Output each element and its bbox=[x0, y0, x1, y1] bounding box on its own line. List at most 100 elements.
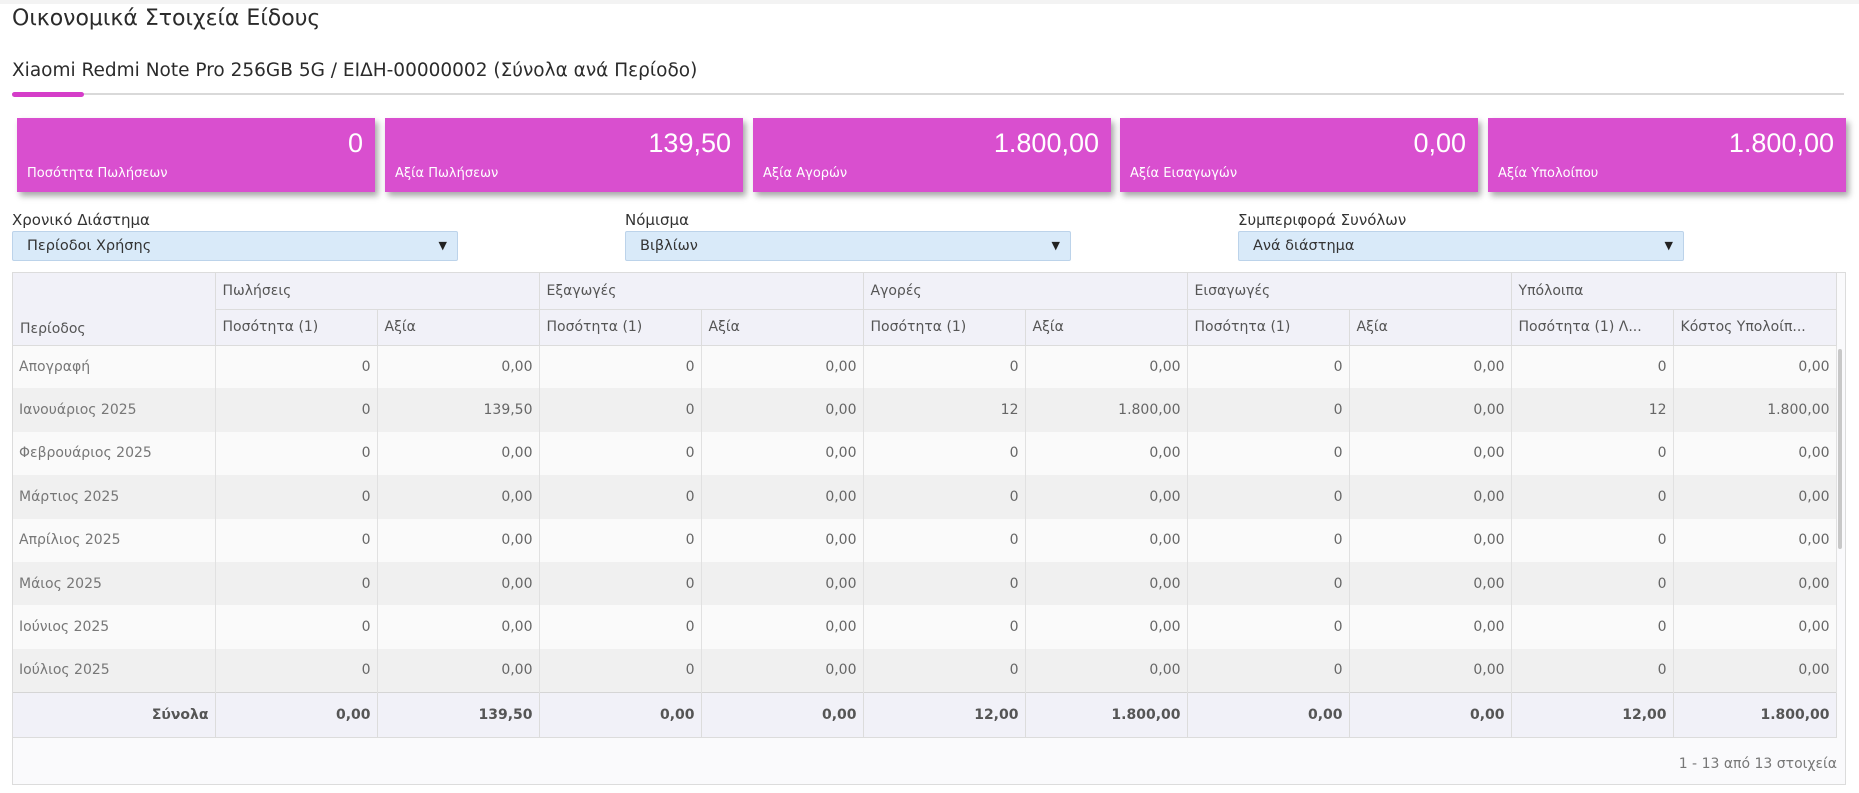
periods-grid: Περίοδος Πωλήσεις Εξαγωγές Αγορές Εισαγω… bbox=[12, 272, 1846, 785]
column-header-sales-quantity[interactable]: Ποσότητα (1) bbox=[215, 309, 378, 346]
value-cell: 0 bbox=[1511, 518, 1674, 562]
value-cell: 0,00 bbox=[1673, 431, 1837, 476]
currency-select[interactable]: Βιβλίων ▼ bbox=[625, 231, 1071, 261]
value-cell: 0 bbox=[863, 648, 1026, 693]
value-cell: 12 bbox=[1511, 388, 1674, 432]
value-cell: 0,00 bbox=[701, 648, 864, 693]
value-cell: 0,00 bbox=[1673, 475, 1837, 519]
card-label: Ποσότητα Πωλήσεων bbox=[27, 166, 168, 181]
card-label: Αξία Υπολοίπου bbox=[1498, 166, 1599, 181]
table-row[interactable]: Φεβρουάριος 2025 0 0,00 0 0,00 0 0,00 0 0,00 0 0,0… bbox=[13, 431, 1837, 476]
column-header-balance-quantity[interactable]: Ποσότητα (1) Λ... bbox=[1511, 309, 1674, 346]
column-header-exports-quantity[interactable]: Ποσότητα (1) bbox=[539, 309, 702, 346]
group-header-balances: Υπόλοιπα bbox=[1511, 273, 1837, 310]
value-cell: 0,00 bbox=[1349, 388, 1512, 432]
column-header-period[interactable]: Περίοδος bbox=[13, 273, 216, 346]
card-imports-value: 0,00 Αξία Εισαγωγών bbox=[1120, 118, 1478, 192]
dropdown-arrow-icon[interactable]: ▼ bbox=[1051, 239, 1060, 252]
value-cell: 0 bbox=[863, 605, 1026, 649]
value-cell: 0,00 bbox=[1349, 605, 1512, 649]
value-cell: 0,00 bbox=[1025, 561, 1188, 606]
value-cell: 0,00 bbox=[1349, 561, 1512, 606]
value-cell: 0 bbox=[215, 605, 378, 649]
value-cell: 0,00 bbox=[1025, 345, 1188, 389]
value-cell: 0 bbox=[1187, 605, 1350, 649]
tab-divider bbox=[12, 93, 1844, 95]
value-cell: 0,00 bbox=[377, 518, 540, 562]
total-cell: 0,00 bbox=[539, 691, 702, 738]
value-cell: 0,00 bbox=[701, 475, 864, 519]
time-range-select[interactable]: Περίοδοι Χρήσης ▼ bbox=[12, 231, 458, 261]
table-row[interactable]: Ιούνιος 2025 0 0,00 0 0,00 0 0,00 0 0,00 0 0,00 bbox=[13, 605, 1837, 649]
value-cell: 0,00 bbox=[1673, 345, 1837, 389]
value-cell: 0 bbox=[215, 561, 378, 606]
dropdown-arrow-icon[interactable]: ▼ bbox=[438, 239, 447, 252]
value-cell: 0 bbox=[1511, 648, 1674, 693]
column-header-purchases-quantity[interactable]: Ποσότητα (1) bbox=[863, 309, 1026, 346]
card-value: 0 bbox=[347, 128, 363, 158]
value-cell: 12 bbox=[863, 388, 1026, 432]
value-cell: 0 bbox=[539, 561, 702, 606]
totals-row: Σύνολα 0,00 139,50 0,00 0,00 12,00 1.800… bbox=[13, 691, 1837, 738]
period-cell: Μάιος 2025 bbox=[13, 561, 216, 606]
total-cell: 1.800,00 bbox=[1025, 691, 1188, 738]
table-row[interactable]: Ιανουάριος 2025 0 139,50 0 0,00 12 1.800,00 0 0,… bbox=[13, 388, 1837, 432]
value-cell: 0,00 bbox=[1025, 648, 1188, 693]
value-cell: 0 bbox=[1187, 518, 1350, 562]
value-cell: 0,00 bbox=[377, 648, 540, 693]
filter-label: Χρονικό Διάστημα bbox=[12, 211, 150, 229]
value-cell: 0,00 bbox=[701, 518, 864, 562]
table-row[interactable]: Ιούλιος 2025 0 0,00 0 0,00 0 0,00 0 0,00 0 0,00 bbox=[13, 648, 1837, 693]
value-cell: 0 bbox=[539, 475, 702, 519]
value-cell: 0 bbox=[215, 345, 378, 389]
table-row[interactable]: Απρίλιος 2025 0 0,00 0 0,00 0 0,00 0 0,00 0 0,00 bbox=[13, 518, 1837, 562]
column-header-imports-quantity[interactable]: Ποσότητα (1) bbox=[1187, 309, 1350, 346]
card-label: Αξία Αγορών bbox=[763, 166, 848, 181]
value-cell: 0 bbox=[1187, 388, 1350, 432]
column-header-imports-value[interactable]: Αξία bbox=[1349, 309, 1512, 346]
column-header-purchases-value[interactable]: Αξία bbox=[1025, 309, 1188, 346]
value-cell: 0 bbox=[863, 345, 1026, 389]
page-title: Οικονομικά Στοιχεία Είδους bbox=[12, 6, 321, 31]
table-row[interactable]: Μάιος 2025 0 0,00 0 0,00 0 0,00 0 0,00 0 0,00 bbox=[13, 561, 1837, 606]
group-header-sales: Πωλήσεις bbox=[215, 273, 540, 310]
value-cell: 0,00 bbox=[1673, 561, 1837, 606]
value-cell: 0,00 bbox=[1349, 345, 1512, 389]
card-value: 139,50 bbox=[648, 128, 731, 158]
card-sales-value: 139,50 Αξία Πωλήσεων bbox=[385, 118, 743, 192]
value-cell: 0,00 bbox=[1349, 648, 1512, 693]
value-cell: 0 bbox=[1187, 431, 1350, 476]
value-cell: 0,00 bbox=[701, 605, 864, 649]
value-cell: 0 bbox=[1511, 345, 1674, 389]
pager-info: 1 - 13 από 13 στοιχεία bbox=[1678, 756, 1837, 772]
value-cell: 0 bbox=[1187, 345, 1350, 389]
filter-currency: Νόμισμα Βιβλίων ▼ bbox=[625, 211, 1071, 261]
value-cell: 0,00 bbox=[1673, 648, 1837, 693]
column-header-sales-value[interactable]: Αξία bbox=[377, 309, 540, 346]
value-cell: 0 bbox=[215, 518, 378, 562]
value-cell: 1.800,00 bbox=[1025, 388, 1188, 432]
period-cell: Απογραφή bbox=[13, 345, 216, 389]
dropdown-arrow-icon[interactable]: ▼ bbox=[1664, 239, 1673, 252]
value-cell: 0,00 bbox=[377, 605, 540, 649]
vertical-scrollbar[interactable] bbox=[1838, 349, 1842, 549]
column-header-exports-value[interactable]: Αξία bbox=[701, 309, 864, 346]
card-label: Αξία Πωλήσεων bbox=[395, 166, 499, 181]
value-cell: 0 bbox=[1511, 561, 1674, 606]
value-cell: 0 bbox=[539, 388, 702, 432]
card-balance-value: 1.800,00 Αξία Υπολοίπου bbox=[1488, 118, 1846, 192]
table-row[interactable]: Μάρτιος 2025 0 0,00 0 0,00 0 0,00 0 0,00 0 0,00 bbox=[13, 475, 1837, 519]
value-cell: 0,00 bbox=[1673, 605, 1837, 649]
totals-behavior-select[interactable]: Ανά διάστημα ▼ bbox=[1238, 231, 1684, 261]
value-cell: 0,00 bbox=[1673, 518, 1837, 562]
value-cell: 0 bbox=[863, 475, 1026, 519]
tab-item-summary[interactable]: Xiaomi Redmi Note Pro 256GB 5G / ΕΙΔΗ-00… bbox=[12, 60, 698, 81]
total-cell: 139,50 bbox=[377, 691, 540, 738]
value-cell: 0,00 bbox=[1025, 518, 1188, 562]
value-cell: 0 bbox=[863, 518, 1026, 562]
value-cell: 0,00 bbox=[1349, 475, 1512, 519]
table-row[interactable]: Απογραφή 0 0,00 0 0,00 0 0,00 0 0,00 0 0,00 bbox=[13, 345, 1837, 389]
value-cell: 0,00 bbox=[377, 561, 540, 606]
value-cell: 0,00 bbox=[377, 431, 540, 476]
column-header-balance-cost[interactable]: Κόστος Υπολοίπ... bbox=[1673, 309, 1837, 346]
